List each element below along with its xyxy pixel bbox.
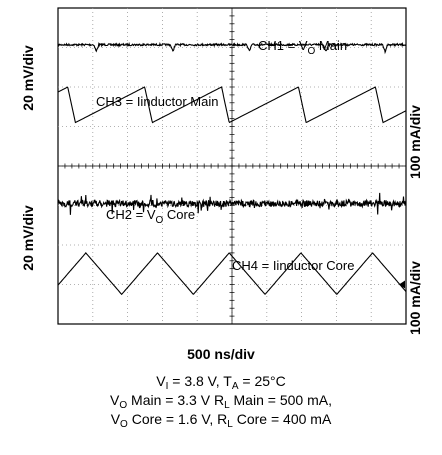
trace-ch2	[57, 192, 407, 215]
trigger-marker-icon	[399, 280, 405, 289]
right-scale-label-top: 100 mA/div	[407, 105, 423, 179]
left-scale-label-top: 20 mV/div	[20, 45, 36, 111]
right-scale-label-bottom: 100 mA/div	[407, 261, 423, 335]
left-scale-label-bottom: 20 mV/div	[20, 205, 36, 271]
chart-traces	[57, 41, 407, 296]
trace-labels: CH1 = VO Main CH3 = Iinductor Main CH2 = V…	[96, 38, 354, 273]
conditions-line-3: VO Core = 1.6 V, RL Core = 400 mA	[110, 411, 332, 430]
test-conditions: VI = 3.8 V, TA = 25°C VO Main = 3.3 V RL…	[0, 372, 442, 430]
trace-label-ch4: CH4 = Iinductor Core	[232, 258, 354, 273]
oscilloscope-chart: CH1 = VO Main CH3 = Iinductor Main CH2 = V…	[57, 7, 407, 325]
trace-ch4	[57, 252, 407, 296]
trace-ch1	[57, 41, 407, 55]
conditions-line-1: VI = 3.8 V, TA = 25°C	[156, 373, 286, 392]
trace-label-ch3: CH3 = Iinductor Main	[96, 94, 218, 109]
conditions-line-2: VO Main = 3.3 V RL Main = 500 mA,	[110, 392, 332, 411]
trace-label-ch2: CH2 = VO Core	[106, 207, 195, 226]
x-axis-scale-label: 500 ns/div	[187, 346, 255, 362]
trace-ch3	[57, 86, 407, 124]
chart-grid	[57, 7, 407, 325]
trace-label-ch1: CH1 = VO Main	[258, 38, 347, 57]
